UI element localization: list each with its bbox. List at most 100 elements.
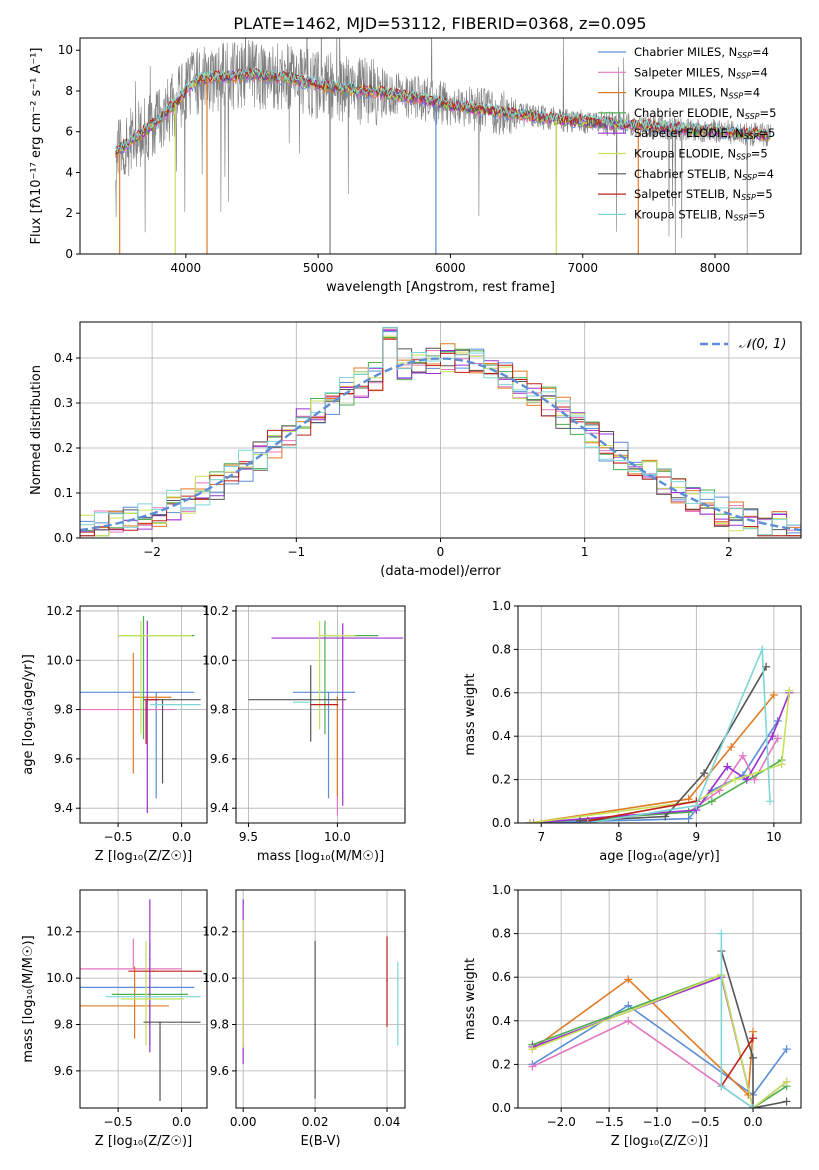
plus-marker xyxy=(749,1034,758,1043)
legend-entry: Chabrier ELODIE, NSSP=5 xyxy=(634,106,776,121)
data-point xyxy=(155,691,157,694)
plus-marker xyxy=(661,812,670,821)
plus-marker xyxy=(782,1097,791,1106)
data-point xyxy=(318,634,321,637)
panel-weight_vs_age: 7 8 9 10 0.0 0.2 0.4 0.6 0.8 1.0 age [log₁₀(age/yr… xyxy=(463,599,802,864)
y-tick-label: 9.6 xyxy=(54,1064,73,1078)
weight-line-salp_stelib xyxy=(720,1037,754,1087)
plus-marker xyxy=(700,769,709,778)
x-tick-label: −2.0 xyxy=(547,1115,576,1129)
plot-area xyxy=(80,322,801,538)
plot-area xyxy=(518,890,801,1108)
y-tick-label: 1.0 xyxy=(492,883,511,897)
weight-line-salp_miles xyxy=(533,738,779,823)
panel-residuals: −2 −1 0 1 2 0.0 0.1 0.2 0.3 0.4 (data-model)/error… xyxy=(29,321,802,579)
x-axis-label: Z [log₁₀(Z/Z☉)] xyxy=(611,1134,708,1149)
plus-marker xyxy=(576,816,585,823)
data-point xyxy=(161,703,164,706)
y-tick-label: 6 xyxy=(65,125,73,139)
data-point xyxy=(145,698,147,701)
x-axis-label: mass [log₁₀(M/M☉)] xyxy=(257,849,384,864)
y-tick-label: 9.4 xyxy=(210,801,229,815)
x-tick-label: 0.0 xyxy=(172,830,191,844)
legend-entry: Salpeter ELODIE, NSSP=5 xyxy=(634,126,775,141)
x-tick-label: −0.5 xyxy=(690,1115,719,1129)
plus-marker xyxy=(749,1053,758,1062)
x-tick-label: 7000 xyxy=(567,261,598,275)
data-point xyxy=(140,634,142,637)
y-axis-label: mass [log₁₀(M/M☉)] xyxy=(21,935,36,1062)
plus-marker xyxy=(717,929,726,938)
y-tick-label: 10 xyxy=(58,43,73,57)
data-point xyxy=(155,995,157,998)
x-tick-label: 9.5 xyxy=(239,830,258,844)
plot-area xyxy=(115,38,772,254)
weight-line-krou_miles xyxy=(531,978,754,1097)
panel-age_vs_mass: 9.5 10.0 9.4 9.6 9.8 10.0 10.2 mass [log₁₀(M/M☉… xyxy=(202,604,406,864)
x-axis-label: Z [log₁₀(Z/Z☉)] xyxy=(95,1134,192,1149)
y-tick-label: 10.2 xyxy=(202,604,229,618)
axes-frame xyxy=(79,321,802,539)
plus-marker xyxy=(707,797,716,806)
x-tick-label: 7 xyxy=(537,830,545,844)
weight-line-krou_elodie xyxy=(532,973,788,1108)
legend-entry: Chabrier STELIB, NSSP=4 xyxy=(634,167,774,182)
data-point xyxy=(132,696,135,699)
weight-line-krou_miles xyxy=(529,694,775,823)
data-point xyxy=(336,696,339,699)
x-tick-label: 10.0 xyxy=(324,830,351,844)
plus-marker xyxy=(777,760,786,769)
plus-marker xyxy=(773,734,782,743)
plus-marker xyxy=(723,762,732,771)
x-tick-label: −1 xyxy=(287,545,305,559)
weight-line-krou_stelib xyxy=(587,649,771,823)
y-tick-label: 0.2 xyxy=(54,441,73,455)
x-axis-label: (data-model)/error xyxy=(380,564,501,579)
y-tick-label: 10.2 xyxy=(46,925,73,939)
y-axis-label: age [log₁₀(age/yr)] xyxy=(21,654,36,775)
x-tick-label: −1.0 xyxy=(643,1115,672,1129)
plus-marker xyxy=(744,1090,753,1099)
figure-title: PLATE=1462, MJD=53112, FIBERID=0368, z=0… xyxy=(233,14,646,33)
plus-marker xyxy=(738,751,747,760)
y-tick-label: 9.8 xyxy=(210,1018,229,1032)
plot-area xyxy=(236,606,405,823)
x-tick-label: 4000 xyxy=(171,261,202,275)
data-point xyxy=(397,1002,399,1005)
plot-area xyxy=(80,606,207,823)
y-tick-label: 9.6 xyxy=(210,752,229,766)
panel-spectrum: 4000 5000 6000 7000 8000 0 2 4 6 8 10 wavelength [A… xyxy=(29,37,802,295)
x-tick-label: 6000 xyxy=(435,261,466,275)
y-tick-label: 0.0 xyxy=(54,531,73,545)
x-tick-label: 0.00 xyxy=(230,1115,257,1129)
axes-frame xyxy=(79,37,802,255)
y-axis-label: Flux [fλ10⁻¹⁷ erg cm⁻² s⁻¹ A⁻¹] xyxy=(29,48,44,245)
model-spectrum-chab_stelib xyxy=(115,68,771,155)
x-axis-label: E(B-V) xyxy=(300,1134,340,1149)
y-tick-label: 0.2 xyxy=(492,1057,511,1071)
plus-marker xyxy=(769,690,778,699)
y-tick-label: 10.0 xyxy=(46,971,73,985)
plus-marker xyxy=(731,775,740,784)
plus-marker xyxy=(692,801,701,810)
plot-area xyxy=(236,890,405,1108)
plus-marker xyxy=(624,1001,633,1010)
y-tick-label: 0.0 xyxy=(492,816,511,830)
axes-frame xyxy=(79,889,208,1109)
plus-marker xyxy=(785,686,794,695)
x-tick-label: −1.5 xyxy=(595,1115,624,1129)
x-tick-label: 0.0 xyxy=(172,1115,191,1129)
y-tick-label: 0.4 xyxy=(492,729,511,743)
y-tick-label: 4 xyxy=(65,165,73,179)
plus-marker xyxy=(749,1104,758,1108)
data-point xyxy=(341,637,344,639)
x-axis-label: age [log₁₀(age/yr)] xyxy=(599,849,720,864)
plus-marker xyxy=(782,1045,791,1054)
plus-marker xyxy=(717,1082,726,1091)
legend-entry: Chabrier MILES, NSSP=4 xyxy=(634,45,769,60)
x-tick-label: −0.5 xyxy=(104,830,133,844)
x-tick-label: 8 xyxy=(615,830,623,844)
plus-marker xyxy=(624,975,633,984)
weight-line-chab_stelib xyxy=(720,950,787,1108)
plus-marker xyxy=(624,1016,633,1025)
